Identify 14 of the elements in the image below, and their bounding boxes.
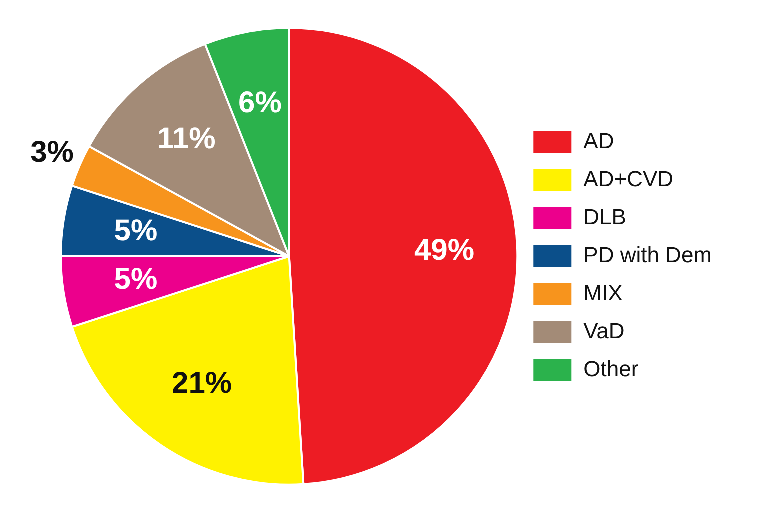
legend-label: AD [584,128,614,154]
data-label: 49% [414,234,475,267]
data-label: 5% [114,263,158,296]
legend-label: PD with Dem [584,242,712,268]
legend-label: AD+CVD [584,166,674,192]
legend-label: DLB [584,204,626,230]
legend-label: VaD [584,318,625,344]
data-label: 5% [114,214,158,248]
data-label: 21% [172,367,232,400]
legend-label: MIX [584,280,624,306]
data-label: 11% [157,122,216,156]
legend-label: Other [584,356,639,382]
data-label: 3% [30,136,74,170]
data-label: 6% [238,86,282,120]
